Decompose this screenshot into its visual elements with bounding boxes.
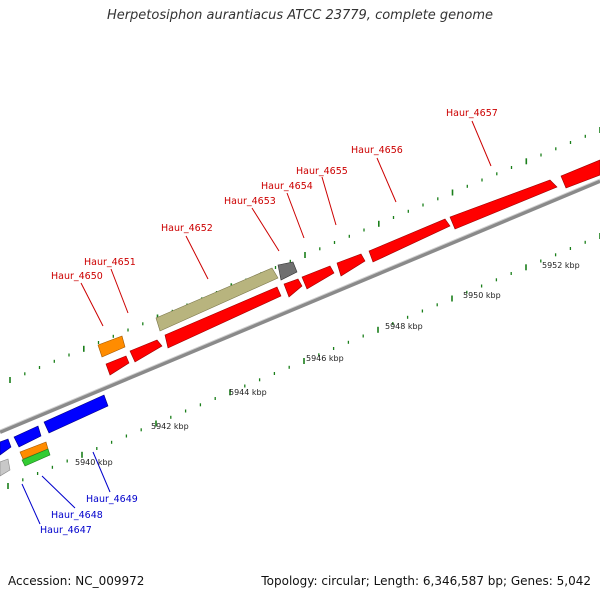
scale-label-5952: 5952 kbp [542,261,580,270]
gene-arrow-haur-4653[interactable] [283,278,303,298]
gene-label-haur-4649[interactable]: Haur_4649 [86,494,138,505]
gene-label-haur-4655[interactable]: Haur_4655 [296,166,348,177]
scale-label-5946: 5946 kbp [306,354,344,363]
grey-feature[interactable] [277,261,298,281]
grey-feature-left[interactable] [0,458,11,477]
reverse-label-leaders [21,451,111,525]
gene-arrow-reverse-a[interactable] [0,438,12,456]
gene-arrow-haur-4657[interactable] [560,159,600,189]
gene-arrow-haur-4651[interactable] [129,339,163,363]
gene-label-haur-4648[interactable]: Haur_4648 [51,510,103,521]
pseudogene-block[interactable] [155,267,279,332]
scale-label-5940: 5940 kbp [75,458,113,467]
gene-label-haur-4653[interactable]: Haur_4653 [224,196,276,207]
scale-label-5942: 5942 kbp [151,422,189,431]
gene-label-haur-4654[interactable]: Haur_4654 [261,181,313,192]
forward-genes[interactable] [105,159,600,376]
gene-arrow-haur-4656-b[interactable] [449,179,558,230]
green-feature[interactable] [21,448,51,467]
gene-arrow-reverse-c[interactable] [43,394,109,434]
gene-label-haur-4652[interactable]: Haur_4652 [161,223,213,234]
gene-arrow-haur-4654[interactable] [301,265,335,290]
gene-arrow-haur-4656-a[interactable] [368,218,451,263]
gene-label-haur-4650[interactable]: Haur_4650 [51,271,103,282]
reverse-gene-labels: Haur_4649 Haur_4648 Haur_4647 [40,494,138,536]
lower-tick-row [7,233,600,489]
gene-arrow-haur-4652[interactable] [164,286,282,349]
forward-gene-labels: Haur_4650 Haur_4651 Haur_4652 Haur_4653 … [51,108,498,282]
gene-label-haur-4647[interactable]: Haur_4647 [40,525,92,536]
forward-label-leaders [80,120,492,327]
gene-label-haur-4657[interactable]: Haur_4657 [446,108,498,119]
genome-summary-text: Topology: circular; Length: 6,346,587 bp… [261,574,591,588]
gene-label-haur-4656[interactable]: Haur_4656 [351,145,403,156]
reverse-genes[interactable] [0,394,109,456]
map-title: Herpetosiphon aurantiacus ATCC 23779, co… [106,8,494,23]
scale-label-5950: 5950 kbp [463,291,501,300]
gene-arrow-haur-4655[interactable] [336,253,366,277]
scale-labels: 5940 kbp 5942 kbp 5944 kbp 5946 kbp 5948… [75,261,580,467]
genome-backbone [0,178,600,434]
orange-feature-upper[interactable] [97,335,126,358]
gene-label-haur-4651[interactable]: Haur_4651 [84,257,136,268]
scale-label-5944: 5944 kbp [229,388,267,397]
scale-label-5948: 5948 kbp [385,322,423,331]
accession-text: Accession: NC_009972 [8,574,145,588]
gene-arrow-reverse-b[interactable] [13,425,42,448]
gene-arrow-haur-4650[interactable] [105,355,130,376]
